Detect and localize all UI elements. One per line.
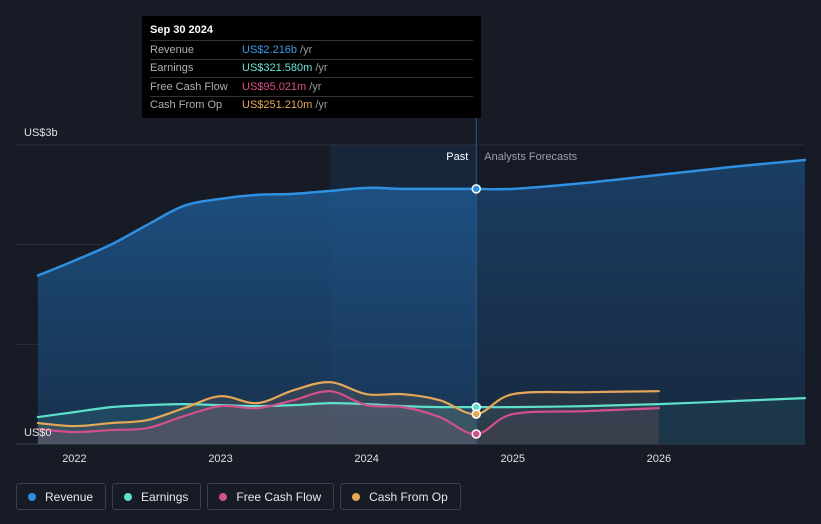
tooltip-value: US$321.580m [242,62,313,75]
tooltip-value: US$251.210m [242,99,313,112]
series-lines [36,158,807,436]
free-cash-flow-line [36,390,660,436]
tooltip-markers [471,184,481,439]
revenue-line [36,158,807,277]
legend-label: Revenue [45,489,94,504]
x-tick-label: 2024 [354,453,378,465]
legend-label: Earnings [141,489,189,504]
past-label: Past [446,151,468,163]
tooltip-label: Cash From Op [150,99,223,112]
y-axis-bottom-label: US$0 [24,427,52,439]
legend-item-cash-from-op[interactable]: Cash From Op [340,483,461,510]
free-cash-flow-area [37,391,659,444]
forecast-overlay [476,145,805,444]
cash-from-op-marker [471,409,481,419]
tooltip: Sep 30 2024 Revenue US$2.216b /yr Earnin… [142,16,481,118]
tooltip-row-free-cash-flow: Free Cash Flow US$95.021m /yr [150,77,473,96]
revenue-marker [471,184,481,194]
series-areas [37,159,805,444]
legend-dot-icon [28,492,36,501]
revenue-area [37,159,805,444]
tooltip-unit: /yr [300,43,313,56]
legend-dot-icon [219,492,228,501]
tooltip-value: US$2.216b [242,43,298,56]
x-tick-label: 2025 [501,453,525,465]
tooltip-row-earnings: Earnings US$321.580m /yr [150,58,473,78]
earnings-line [36,397,807,419]
forecast-label: Analysts Forecasts [484,151,577,163]
tooltip-label: Revenue [150,43,195,56]
x-tick-label: 2022 [62,453,86,465]
axis-labels: 2022 2023 2024 2025 2026 [62,453,671,465]
cash-from-op-line [36,381,660,428]
legend-label: Free Cash Flow [236,489,322,504]
tooltip-value: US$95.021m [242,80,307,93]
tooltip-unit: /yr [315,62,328,75]
tooltip-date: Sep 30 2024 [150,24,213,36]
legend-dot-icon [124,492,133,501]
tooltip-unit: /yr [309,80,322,93]
legend: Revenue Earnings Free Cash Flow Cash Fro… [16,483,461,510]
tooltip-row-revenue: Revenue US$2.216b /yr [150,40,473,59]
x-tick-label: 2023 [208,453,232,465]
y-axis-top-label: US$3b [24,127,58,139]
tooltip-label: Free Cash Flow [150,80,228,93]
legend-item-earnings[interactable]: Earnings [112,483,202,510]
tooltip-label: Earnings [150,62,194,75]
legend-item-revenue[interactable]: Revenue [16,483,107,510]
tooltip-row-cash-from-op: Cash From Op US$251.210m /yr [150,95,473,115]
free-cash-flow-marker [471,429,481,439]
legend-label: Cash From Op [369,489,448,504]
legend-item-free-cash-flow[interactable]: Free Cash Flow [207,483,335,510]
legend-dot-icon [352,492,361,501]
tooltip-unit: /yr [315,99,328,112]
x-tick-label: 2026 [647,453,671,465]
